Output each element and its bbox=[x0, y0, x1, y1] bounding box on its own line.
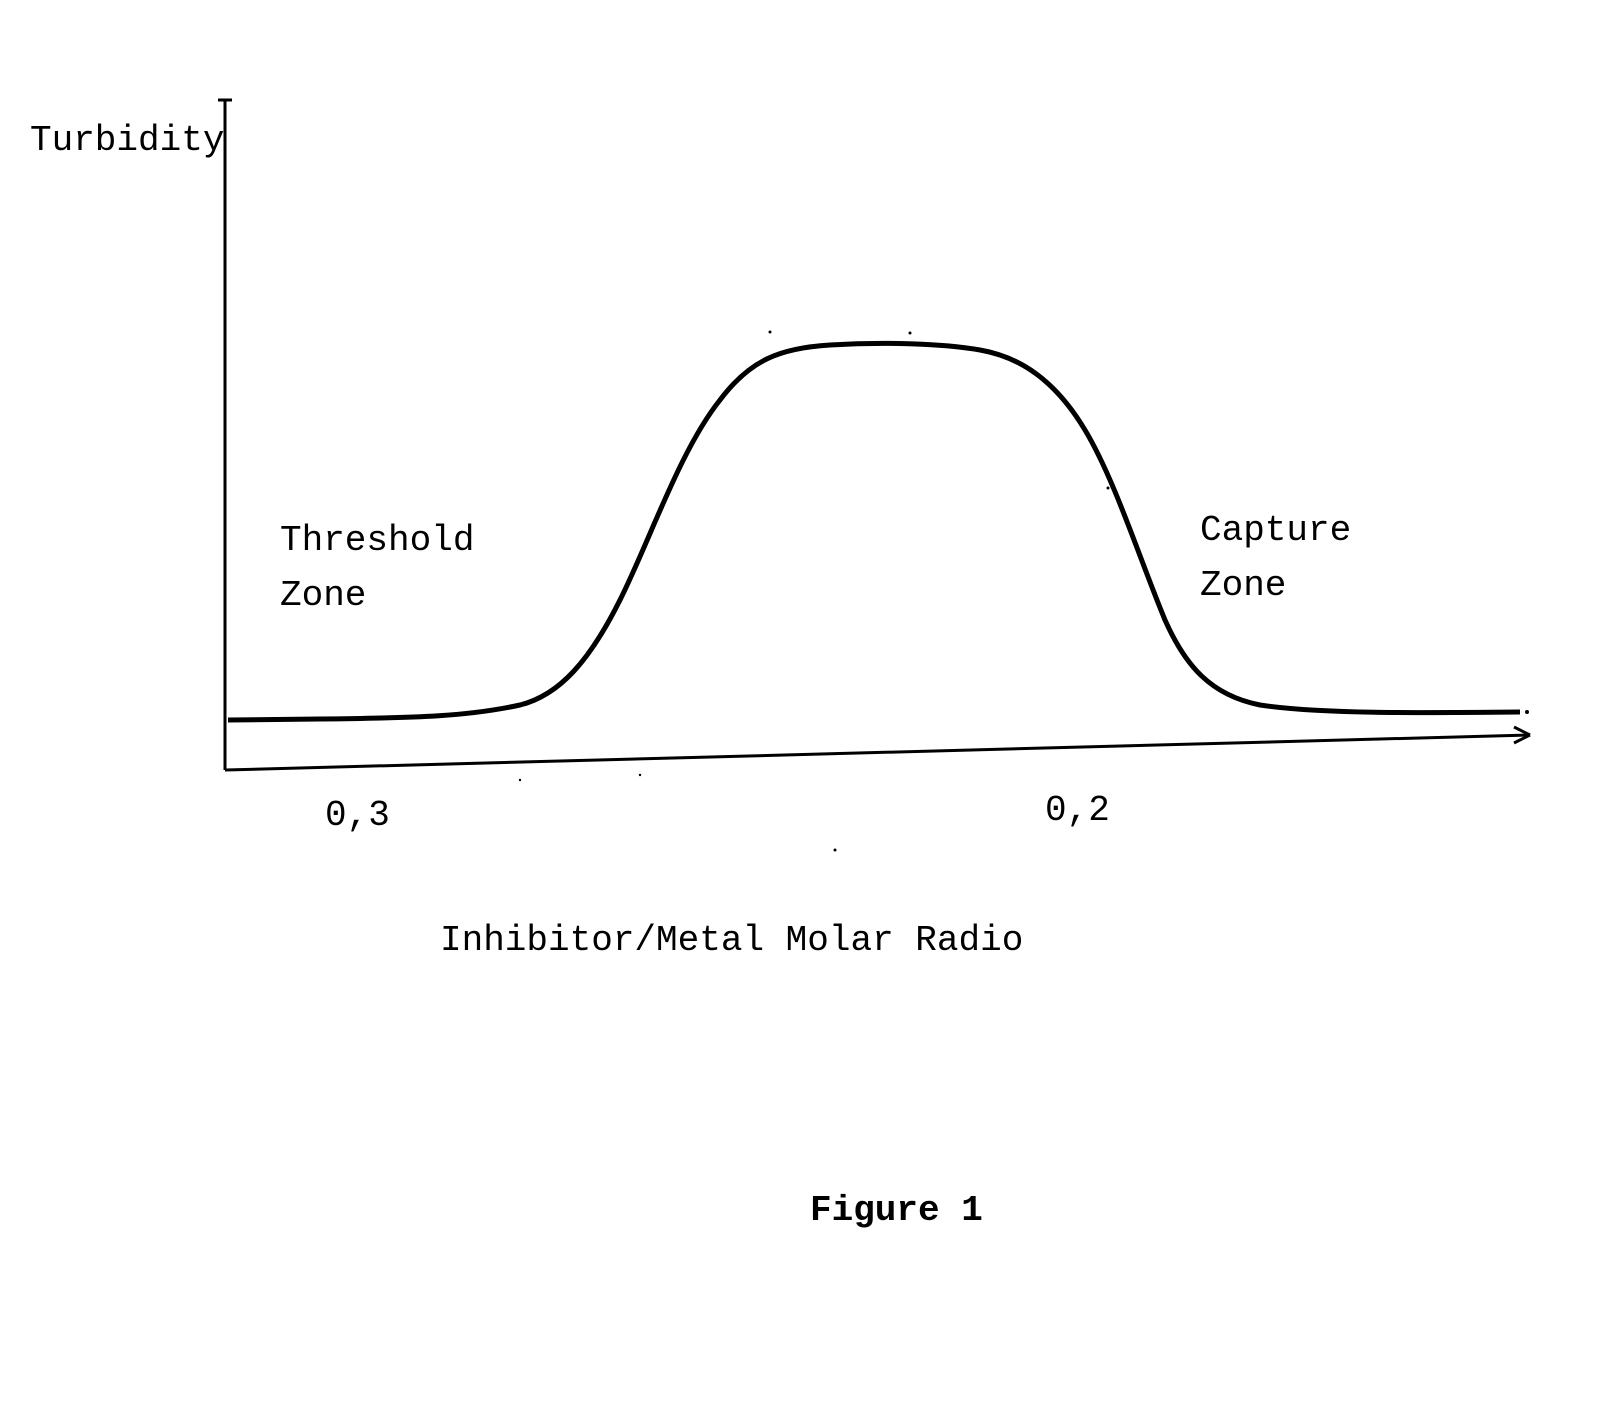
x-axis-label: Inhibitor/Metal Molar Radio bbox=[440, 920, 1023, 961]
speckle bbox=[1107, 487, 1110, 490]
speckle bbox=[1525, 710, 1529, 714]
x-tick-left: 0,3 bbox=[325, 795, 390, 836]
y-axis-label: Turbidity bbox=[30, 120, 224, 161]
threshold-zone-label-line1: Threshold bbox=[280, 520, 474, 561]
speckle bbox=[909, 332, 912, 335]
capture-zone-label-line1: Capture bbox=[1200, 510, 1351, 551]
capture-zone-label-line2: Zone bbox=[1200, 565, 1286, 606]
speckle bbox=[769, 331, 772, 334]
figure-caption: Figure 1 bbox=[810, 1190, 983, 1231]
chart-svg bbox=[0, 0, 1615, 1423]
x-tick-right: 0,2 bbox=[1045, 790, 1110, 831]
figure-canvas: Turbidity Threshold Zone Capture Zone 0,… bbox=[0, 0, 1615, 1423]
x-axis-line bbox=[225, 735, 1530, 770]
speckle bbox=[519, 779, 521, 781]
speckle bbox=[834, 849, 837, 852]
speckle bbox=[639, 774, 641, 776]
speckle bbox=[597, 639, 600, 642]
threshold-zone-label-line2: Zone bbox=[280, 575, 366, 616]
speckle bbox=[1187, 659, 1190, 662]
